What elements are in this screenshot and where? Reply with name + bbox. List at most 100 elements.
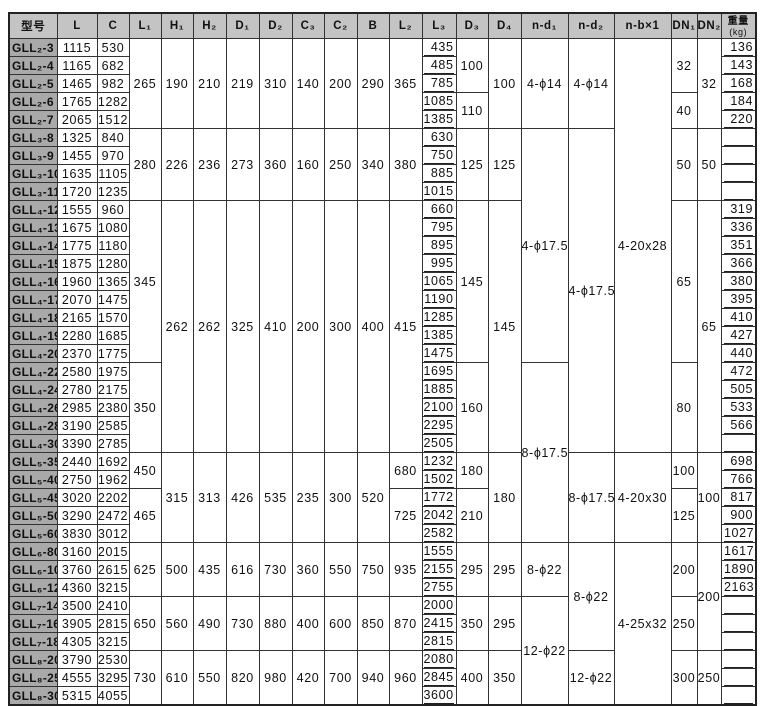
cell-d1: 730: [225, 596, 260, 651]
cell-l3: 2505: [421, 434, 457, 453]
cell-l3: 2042: [421, 506, 457, 525]
cell-value: 2582: [423, 526, 454, 542]
cell-l: 1765: [56, 92, 98, 111]
cell-l: 4305: [56, 632, 98, 651]
cell-d3: 145: [455, 200, 489, 363]
cell-l3: 1502: [421, 470, 457, 489]
table-row: GLL₈-25045553295 2845: [8, 668, 757, 687]
cell-l3: 2815: [421, 632, 457, 651]
cell-l: 1875: [56, 254, 98, 273]
cell-value: 795: [423, 220, 454, 236]
cell-l: 1960: [56, 272, 98, 291]
table-row: GLL₄-20 2370 1775 1475 440: [8, 344, 757, 363]
cell-l1: 465: [128, 488, 162, 543]
cell-l: 1675: [56, 218, 98, 237]
cell-weight: 143: [720, 56, 757, 75]
cell-model: GLL₄-28: [8, 416, 58, 435]
cell-weight: [720, 596, 757, 615]
cell-l3: 995: [421, 254, 457, 273]
cell-c: 1962: [96, 470, 130, 489]
cell-model: GLL₇-180: [8, 632, 58, 651]
cell-l3: 3600: [421, 686, 457, 706]
cell-weight: 1890: [720, 560, 757, 579]
cell-value: 440: [724, 346, 753, 362]
cell-d2: 410: [258, 200, 293, 453]
table-row: GLL₄-16 1960 1365 1065 380: [8, 272, 757, 291]
table-row: GLL₂-5 1465 982 785 168: [8, 74, 757, 93]
cell-value: [724, 634, 753, 650]
cell-l: 3790: [56, 650, 98, 669]
cell-l3: 1695: [421, 362, 457, 381]
cell-dn1: 50: [670, 128, 698, 201]
cell-d4: 295: [487, 596, 522, 651]
cell-l3: 750: [421, 146, 457, 165]
cell-weight: [720, 182, 757, 201]
cell-weight: 1617: [720, 542, 757, 561]
header-l3: L₃: [421, 12, 457, 39]
cell-c: 1105: [96, 164, 130, 183]
cell-h1: 226: [160, 128, 194, 201]
cell-l: 2580: [56, 362, 98, 381]
cell-value: [724, 130, 753, 146]
cell-c: 3012: [96, 524, 130, 543]
cell-l3: 1385: [421, 110, 457, 129]
cell-l1: 345: [128, 200, 162, 363]
header-dn1: DN₁: [670, 12, 698, 39]
cell-value: 1385: [423, 112, 454, 128]
cell-value: [724, 670, 753, 686]
table-row: GLL₄-28 3190 2585 2295 566: [8, 416, 757, 435]
cell-model: GLL₂-7: [8, 110, 58, 129]
cell-model: GLL₄-16: [8, 272, 58, 291]
cell-dn2: 65: [696, 200, 722, 453]
table-row: GLL₄-24 2780 2175 1885 505: [8, 380, 757, 399]
cell-model: GLL₄-30: [8, 434, 58, 453]
cell-d3: 100: [455, 38, 489, 93]
cell-n-d2: 8-ϕ17.5: [567, 452, 615, 543]
cell-value: 319: [724, 202, 753, 218]
cell-l2: 365: [388, 38, 423, 129]
cell-value: [724, 148, 753, 164]
table-row: GLL₆-10037602615 2155 1890: [8, 560, 757, 579]
cell-n-d1: 4-ϕ17.5: [520, 128, 569, 363]
cell-c2: 250: [323, 128, 358, 201]
cell-weight: 1027: [720, 524, 757, 543]
cell-l3: 1885: [421, 380, 457, 399]
cell-l1: 350: [128, 362, 162, 453]
cell-c: 682: [96, 56, 130, 75]
cell-b: 340: [356, 128, 390, 201]
cell-l3: 1285: [421, 308, 457, 327]
cell-d3: 110: [455, 92, 489, 129]
header-h1: H₁: [160, 12, 194, 39]
cell-model: GLL₃-10: [8, 164, 58, 183]
header-h2: H₂: [192, 12, 227, 39]
cell-value: 485: [423, 58, 454, 74]
table-row: GLL₇-18043053215 2815: [8, 632, 757, 651]
cell-c2: 200: [323, 38, 358, 129]
cell-dn2: 200: [696, 542, 722, 651]
cell-l: 1325: [56, 128, 98, 147]
cell-value: 1232: [423, 454, 454, 470]
cell-c: 1975: [96, 362, 130, 381]
cell-c: 1570: [96, 308, 130, 327]
cell-l2: 380: [388, 128, 423, 201]
cell-l3: 660: [421, 200, 457, 219]
cell-value: 1885: [423, 382, 454, 398]
cell-l3: 2295: [421, 416, 457, 435]
cell-value: 995: [423, 256, 454, 272]
cell-d3: 160: [455, 362, 489, 453]
cell-dn1: 32: [670, 38, 698, 93]
cell-c: 2615: [96, 560, 130, 579]
cell-c2: 300: [323, 200, 358, 453]
cell-l3: 2415: [421, 614, 457, 633]
table-row: GLL₄-22 2580 1975 350 1695 160 8-ϕ17.5 80 472: [8, 362, 757, 543]
cell-weight: 366: [720, 254, 757, 273]
cell-value: 533: [724, 400, 753, 416]
cell-value: 885: [423, 166, 454, 182]
cell-l: 3020: [56, 488, 98, 507]
cell-c3: 140: [291, 38, 325, 129]
table-row: GLL₇-16039052815 2415: [8, 614, 757, 633]
cell-value: 2755: [423, 580, 454, 596]
cell-dn1: 300: [670, 650, 698, 706]
cell-l: 2440: [56, 452, 98, 471]
cell-d4: 125: [487, 128, 522, 201]
